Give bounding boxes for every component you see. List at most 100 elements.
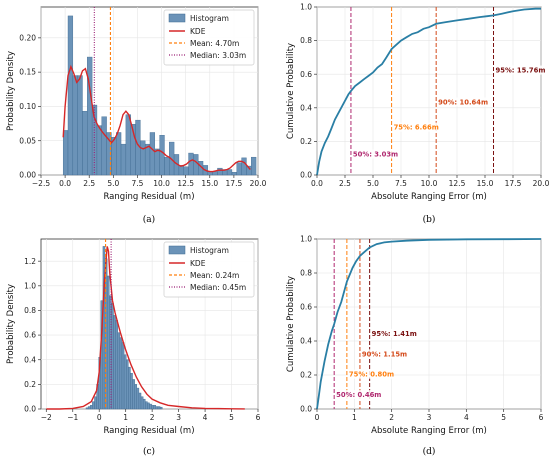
histogram-bar [140, 140, 146, 176]
y-tick-label: 0.20 [19, 33, 36, 42]
histogram-bar [164, 156, 170, 176]
histogram-bar [121, 342, 125, 410]
histogram-bar [67, 15, 74, 176]
y-tick-label: 0.2 [24, 380, 36, 389]
x-tick-labels: −2 −1 0 1 2 3 4 5 6 [41, 409, 261, 422]
y-tick-label: 0.4 [24, 355, 36, 364]
x-tick-label: 4 [203, 413, 208, 422]
x-tick-label: 0.0 [311, 179, 323, 188]
y-tick-label: 0.6 [300, 303, 312, 312]
kde-curve-group [46, 246, 245, 410]
histogram-bar [113, 315, 116, 410]
percentile-label: 75%: 0.80m [349, 371, 394, 379]
y-tick-label: 0.6 [300, 70, 312, 79]
x-tick-labels: −2.5 0.0 2.5 5.0 7.5 10.0 12.5 15.0 17.5 20.0 [32, 175, 267, 188]
histogram-bar [149, 403, 152, 410]
panel-a-histogram: −2.5 0.0 2.5 5.0 7.5 10.0 12.5 15.0 17.5 20.0 0.0… [6, 6, 267, 225]
panel-d-cdf: 50%: 0.46m 75%: 0.80m 90%: 1.15m 95%: 1.41m… [286, 235, 544, 457]
percentile-label: 75%: 6.66m [394, 124, 439, 132]
histogram-bar [85, 407, 89, 410]
legend: Histogram KDE Mean: 0.24m Median: 0.45m [163, 241, 255, 298]
y-tick-label: 0.4 [300, 103, 312, 112]
histogram-bar [125, 114, 131, 176]
grid-lines [316, 6, 542, 176]
histogram-bar [188, 152, 194, 176]
percentile-label-bg [335, 390, 381, 400]
x-tick-label: 12.5 [449, 179, 466, 188]
histogram-bar [231, 172, 237, 176]
y-tick-label: 1.2 [24, 257, 36, 266]
x-tick-label: 15.0 [477, 179, 494, 188]
percentile-label-bg [360, 349, 406, 359]
y-tick-label: 0.4 [300, 337, 312, 346]
histogram-bar [132, 379, 135, 410]
y-axis-label: Cumulative Probability [286, 276, 296, 372]
histogram-bar [134, 384, 137, 410]
x-axis-label: Absolute Ranging Error (m) [371, 426, 487, 436]
histogram-bar [116, 132, 122, 176]
x-tick-label: 5.0 [367, 179, 379, 188]
histogram-bar [106, 275, 110, 410]
x-tick-label: 10.0 [421, 179, 438, 188]
x-tick-label: 20.0 [533, 179, 550, 188]
histogram-bar [159, 135, 165, 176]
histogram-bars [85, 246, 163, 410]
y-tick-label: 1.0 [24, 281, 36, 290]
x-tick-label: 17.5 [505, 179, 522, 188]
histogram-bar [154, 148, 160, 176]
y-tick-label: 0.15 [19, 68, 36, 77]
y-tick-label: 0.05 [19, 136, 36, 145]
legend-label-kde: KDE [190, 27, 206, 36]
x-tick-label: 1 [123, 413, 128, 422]
caption-c: (c) [143, 446, 155, 457]
histogram-bar [101, 116, 107, 176]
x-tick-label: 10.0 [153, 179, 170, 188]
histogram-bar [120, 143, 127, 176]
histogram-bar [151, 405, 154, 410]
x-tick-label: 0 [97, 413, 102, 422]
y-tick-label: 0.8 [300, 269, 312, 278]
x-tick-label: 5 [229, 413, 234, 422]
legend-box [163, 9, 255, 66]
histogram-bar [236, 162, 242, 176]
y-axis-label: Probability Density [6, 51, 16, 131]
y-tick-label: 1.0 [300, 235, 312, 244]
histogram-bar [147, 402, 150, 410]
x-axis-label: Ranging Residual (m) [103, 426, 194, 436]
percentile-label-bg [370, 328, 416, 338]
cdf-curve-group [316, 7, 541, 176]
y-tick-label: 0.0 [300, 171, 312, 180]
histogram-bar [193, 154, 199, 176]
percentile-lines [350, 7, 495, 175]
x-tick-label: 17.5 [226, 179, 243, 188]
legend-label-median: Median: 3.03m [190, 51, 246, 60]
kde-curve [62, 64, 251, 173]
x-tick-label: 12.5 [177, 179, 194, 188]
panel-c-histogram: −2 −1 0 1 2 3 4 5 6 0.0 0.2 0.4 0.6 0.8 1.0 1.2 Rangin… [6, 238, 261, 457]
histogram-bar [117, 332, 121, 410]
percentile-labels: 50%: 3.03m 75%: 6.66m 90%: 10.64m 95%: 15.7… [351, 65, 545, 159]
histogram-bar [72, 75, 78, 176]
x-tick-labels: 0 1 2 3 4 5 6 [315, 409, 544, 422]
histogram-bar [178, 165, 184, 176]
histogram-bar [126, 359, 129, 410]
x-axis-label: Absolute Ranging Error (m) [371, 192, 487, 202]
y-axis-label: Cumulative Probability [286, 43, 296, 139]
histogram-bar [251, 156, 257, 176]
histogram-bar [153, 405, 157, 410]
legend-swatch-histogram [168, 13, 186, 23]
histogram-bar [145, 401, 148, 410]
x-tick-label: −2.5 [32, 179, 50, 188]
histogram-bar [138, 392, 142, 410]
histogram-bar [111, 302, 114, 410]
x-tick-label: −2 [41, 413, 52, 422]
kde-curve [46, 246, 245, 410]
legend-label-median: Median: 0.45m [190, 283, 246, 292]
y-tick-label: 0.6 [24, 331, 36, 340]
y-tick-label: 0.2 [300, 137, 312, 146]
histogram-bar [130, 373, 133, 410]
cdf-curve [316, 7, 541, 176]
reference-lines [105, 239, 112, 409]
y-tick-labels: 0.0 0.2 0.4 0.6 0.8 1.0 1.2 [24, 257, 41, 414]
